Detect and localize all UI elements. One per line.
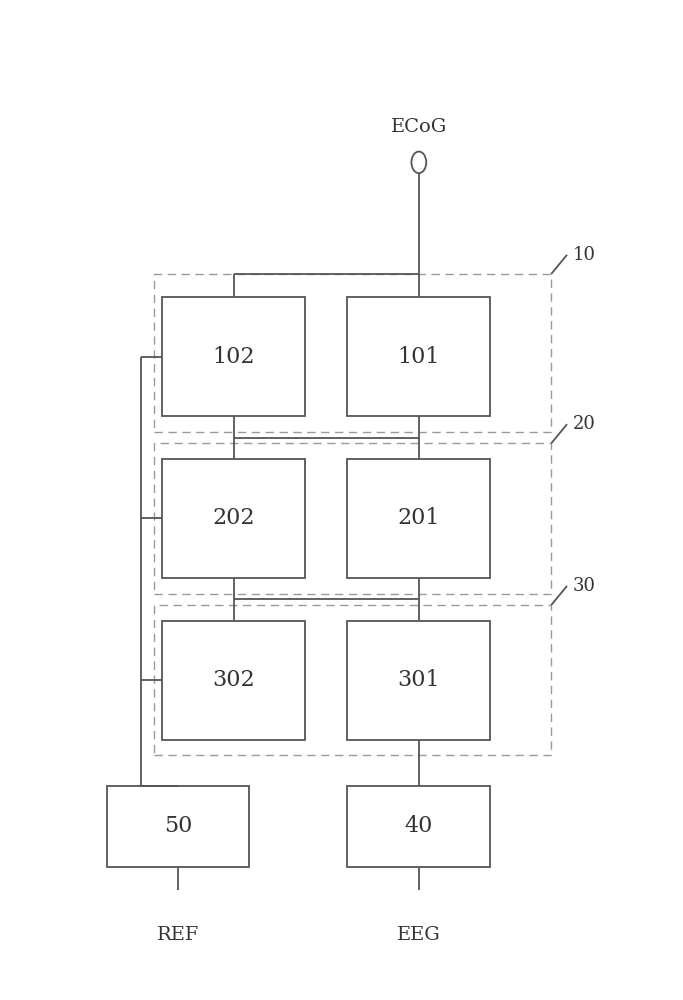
Circle shape [171,902,185,923]
Text: 40: 40 [404,815,433,837]
Bar [154,274,551,432]
Bar [162,459,305,578]
Text: 30: 30 [572,577,596,595]
Text: 201: 201 [398,507,440,529]
Bar [154,605,551,755]
Text: 202: 202 [212,507,255,529]
Circle shape [411,902,426,923]
Text: 102: 102 [212,346,255,368]
Circle shape [411,152,426,173]
Bar [348,620,490,740]
Text: 20: 20 [572,415,595,433]
Text: 302: 302 [212,669,255,691]
Bar [348,786,490,867]
Text: 10: 10 [572,246,596,264]
Text: REF: REF [157,926,199,944]
Text: 101: 101 [398,346,440,368]
Bar [162,620,305,740]
Bar [154,443,551,594]
Text: EEG: EEG [397,926,441,944]
Bar [348,297,490,416]
Text: 301: 301 [398,669,440,691]
Bar [348,459,490,578]
Text: 50: 50 [164,815,192,837]
Bar [107,786,249,867]
Text: ECoG: ECoG [391,118,447,136]
Bar [162,297,305,416]
